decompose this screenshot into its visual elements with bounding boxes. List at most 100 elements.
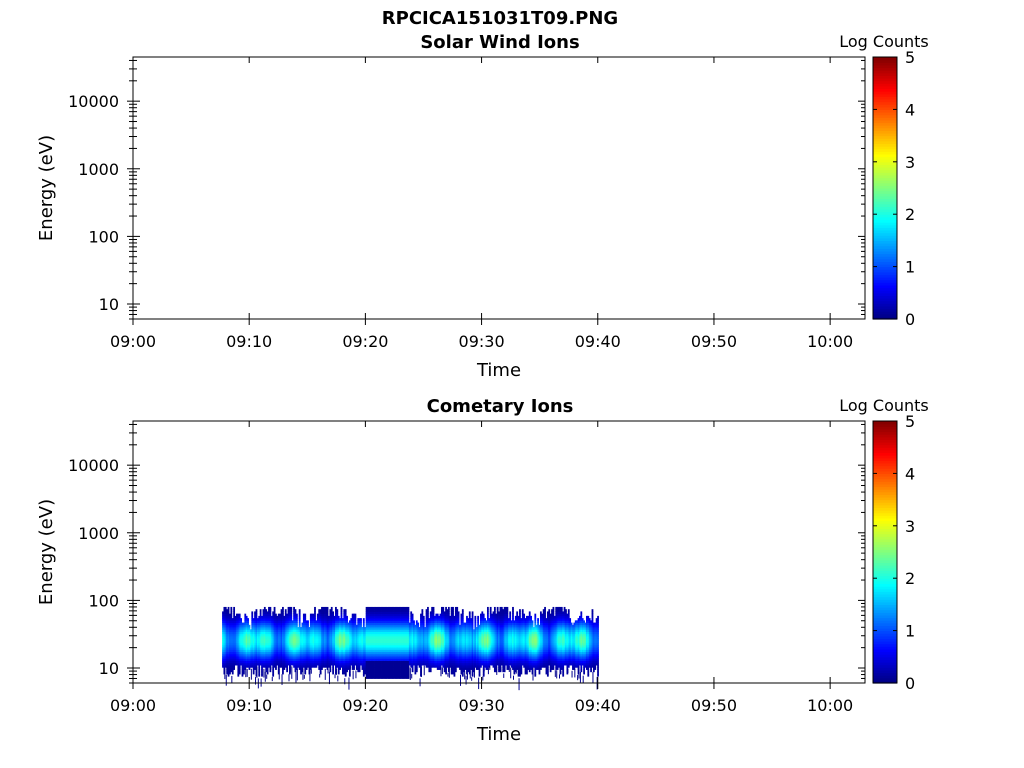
heatmap-cell xyxy=(425,627,428,630)
heatmap-cell xyxy=(436,618,439,621)
heatmap-cell xyxy=(305,636,308,639)
heatmap-cell xyxy=(323,618,326,621)
heatmap-cell xyxy=(454,611,457,615)
heatmap-cell xyxy=(466,662,468,666)
heatmap-cell xyxy=(403,662,406,666)
heatmap-cell xyxy=(272,611,275,615)
heatmap-cell xyxy=(249,642,252,646)
heatmap-cell xyxy=(368,656,371,659)
heatmap-cell xyxy=(315,633,318,637)
heatmap-cell xyxy=(266,627,269,630)
heatmap-cell xyxy=(340,633,343,637)
heatmap-cell xyxy=(381,615,383,619)
heatmap-cell xyxy=(457,629,460,632)
heatmap-cell xyxy=(347,667,350,670)
heatmap-cell xyxy=(325,620,328,623)
heatmap-cell xyxy=(429,642,432,646)
heatmap-cell xyxy=(463,669,466,673)
heatmap-cell xyxy=(294,636,297,639)
heatmap-cell xyxy=(286,627,289,630)
heatmap-cell xyxy=(298,653,301,657)
heatmap-cell xyxy=(262,640,265,644)
heatmap-cell xyxy=(463,660,466,664)
heatmap-cell xyxy=(302,620,305,623)
heatmap-cell xyxy=(425,629,428,632)
heatmap-cell xyxy=(414,633,417,637)
heatmap-cell xyxy=(323,611,326,615)
heatmap-cell xyxy=(411,624,414,628)
heatmap-cell xyxy=(407,649,410,653)
heatmap-cell xyxy=(268,660,270,664)
heatmap-cell xyxy=(459,631,461,635)
heatmap-cell xyxy=(369,624,372,628)
heatmap-cell xyxy=(259,618,262,621)
heatmap-cell xyxy=(396,665,399,668)
heatmap-cell xyxy=(392,629,394,632)
heatmap-cell xyxy=(439,665,442,668)
heatmap-cell xyxy=(407,611,410,615)
heatmap-cell xyxy=(304,615,307,619)
heatmap-cell xyxy=(269,627,272,630)
heatmap-cell xyxy=(251,656,254,659)
heatmap-cell xyxy=(383,609,386,612)
heatmap-cell xyxy=(408,658,411,661)
heatmap-cell xyxy=(251,613,254,617)
heatmap-cell xyxy=(259,629,262,632)
heatmap-cell xyxy=(287,618,290,621)
heatmap-cell xyxy=(236,636,238,639)
heatmap-cell xyxy=(382,674,385,677)
heatmap-cell xyxy=(335,647,337,650)
heatmap-cell xyxy=(439,631,442,635)
heatmap-cell xyxy=(413,636,415,639)
heatmap-cell xyxy=(272,647,275,650)
heatmap-cell xyxy=(428,627,431,630)
heatmap-cell xyxy=(340,665,343,668)
heatmap-cell xyxy=(346,647,348,650)
heatmap-cell xyxy=(282,665,284,668)
heatmap-cell xyxy=(266,647,269,650)
heatmap-cell xyxy=(414,631,417,635)
heatmap-cell xyxy=(308,662,311,666)
heatmap-cell xyxy=(226,615,229,619)
heatmap-cell xyxy=(418,631,421,635)
heatmap-cell xyxy=(322,662,325,666)
heatmap-cell xyxy=(283,615,286,619)
heatmap-cell xyxy=(456,631,459,635)
heatmap-cell xyxy=(283,618,286,621)
heatmap-cell xyxy=(445,653,447,657)
heatmap-cell xyxy=(445,629,447,632)
heatmap-cell xyxy=(321,667,323,670)
heatmap-cell xyxy=(335,636,337,639)
heatmap-cell xyxy=(311,660,314,664)
heatmap-cell xyxy=(346,618,348,621)
heatmap-cell xyxy=(290,642,293,646)
heatmap-cell xyxy=(446,658,449,661)
heatmap-cell xyxy=(460,636,463,639)
heatmap-cell xyxy=(389,629,392,632)
heatmap-cell xyxy=(316,653,319,657)
heatmap-cell xyxy=(326,660,329,664)
heatmap-cell xyxy=(454,651,457,655)
heatmap-cell xyxy=(456,627,459,630)
heatmap-cell xyxy=(400,665,403,668)
colorbar-swatch xyxy=(873,83,897,87)
heatmap-cell xyxy=(393,662,396,666)
heatmap-cell xyxy=(382,651,385,655)
heatmap-cell xyxy=(357,627,360,630)
heatmap-cell xyxy=(276,640,279,644)
heatmap-cell xyxy=(414,642,417,646)
heatmap-cell xyxy=(466,665,468,668)
heatmap-cell xyxy=(390,609,393,612)
heatmap-cell xyxy=(351,647,354,650)
heatmap-cell xyxy=(293,609,295,612)
heatmap-cell xyxy=(255,629,258,632)
heatmap-cell xyxy=(388,609,390,612)
heatmap-cell xyxy=(325,611,328,615)
heatmap-cell xyxy=(230,615,233,619)
heatmap-cell xyxy=(407,633,410,637)
heatmap-cell xyxy=(344,624,347,628)
heatmap-cell xyxy=(415,629,418,632)
heatmap-cell xyxy=(367,615,369,619)
heatmap-cell xyxy=(404,671,407,675)
heatmap-cell xyxy=(340,658,343,661)
